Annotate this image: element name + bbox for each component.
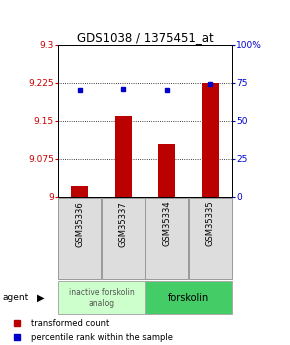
- Bar: [145, 281, 231, 314]
- Text: transformed count: transformed count: [31, 319, 109, 328]
- Text: agent: agent: [3, 293, 29, 302]
- Text: inactive forskolin
analog: inactive forskolin analog: [69, 287, 134, 308]
- Text: percentile rank within the sample: percentile rank within the sample: [31, 333, 173, 342]
- Text: GSM35335: GSM35335: [206, 201, 215, 246]
- Bar: [102, 198, 144, 279]
- Bar: [158, 144, 175, 197]
- Bar: [71, 186, 88, 197]
- Bar: [59, 198, 101, 279]
- Bar: [145, 198, 188, 279]
- Bar: [202, 83, 219, 197]
- Title: GDS1038 / 1375451_at: GDS1038 / 1375451_at: [77, 31, 213, 44]
- Bar: [59, 281, 144, 314]
- Text: GSM35336: GSM35336: [75, 201, 84, 247]
- Bar: [115, 116, 132, 197]
- Text: ▶: ▶: [37, 293, 44, 303]
- Bar: [189, 198, 231, 279]
- Text: GSM35334: GSM35334: [162, 201, 171, 246]
- Text: GSM35337: GSM35337: [119, 201, 128, 247]
- Text: forskolin: forskolin: [168, 293, 209, 303]
